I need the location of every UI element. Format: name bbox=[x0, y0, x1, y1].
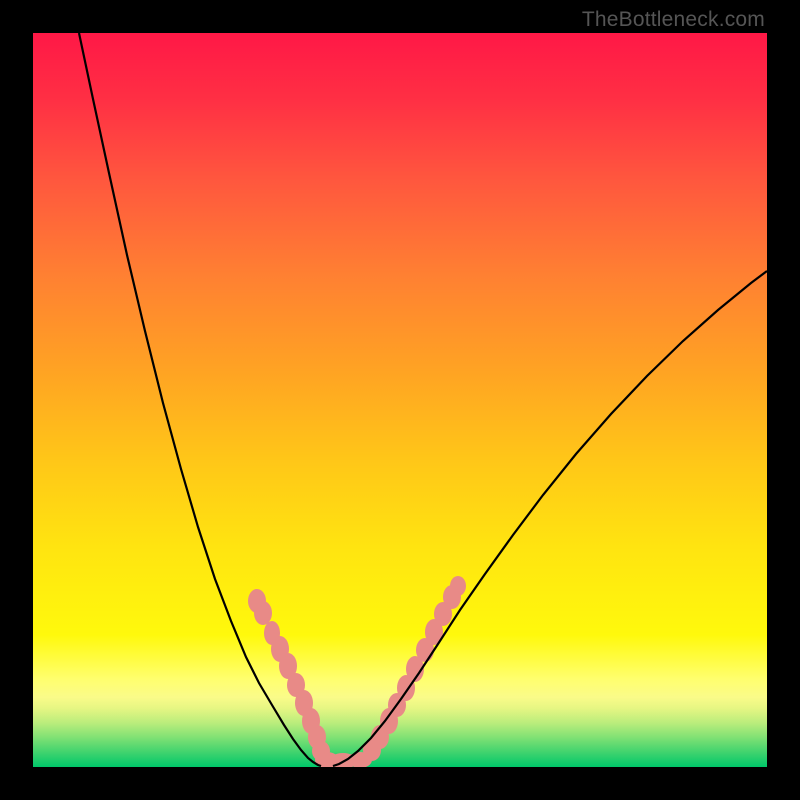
chart-marker bbox=[254, 601, 272, 625]
chart-plot-area bbox=[33, 33, 767, 767]
chart-marker bbox=[450, 576, 466, 596]
watermark-text: TheBottleneck.com bbox=[582, 8, 765, 32]
chart-curves-layer bbox=[33, 33, 767, 767]
chart-markers bbox=[248, 576, 466, 767]
